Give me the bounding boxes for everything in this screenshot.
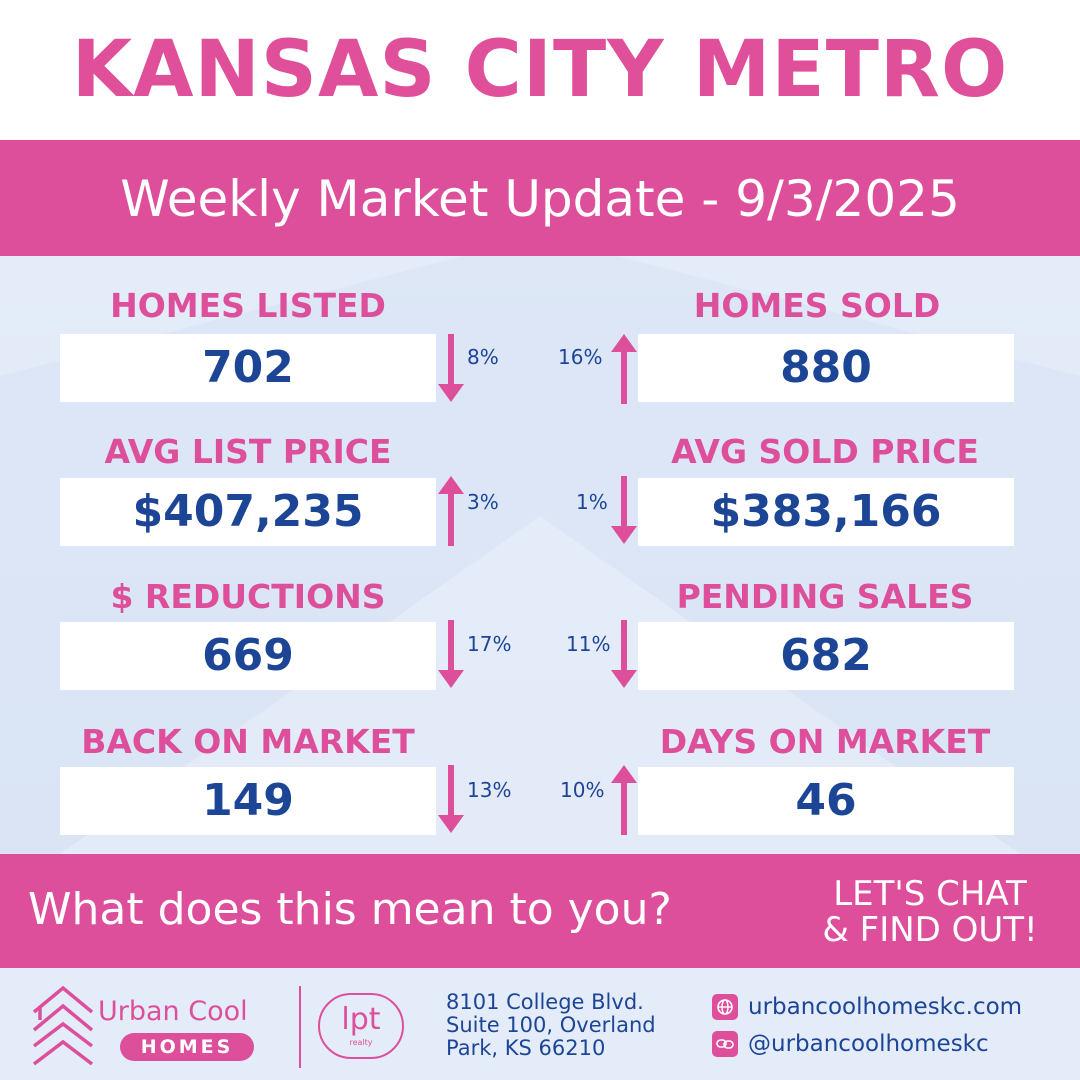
- reductions-value: 669: [60, 622, 436, 690]
- title-band: [0, 0, 1080, 140]
- footer-divider: [299, 986, 301, 1068]
- days-on-market-value: 46: [638, 767, 1014, 835]
- avg-list-price-change: 3%: [467, 490, 499, 514]
- avg-sold-price-label: AVG SOLD PRICE: [671, 432, 979, 471]
- pending-sales-change: 11%: [566, 632, 611, 656]
- pending-sales-value: 682: [638, 622, 1014, 690]
- globe-icon: [712, 994, 738, 1020]
- cta-bar: [0, 854, 1080, 968]
- up-arrow-icon: [438, 476, 464, 546]
- cta-chat-line1: LET'S CHAT: [833, 874, 1027, 914]
- down-arrow-icon: [438, 765, 464, 833]
- avg-list-price-label: AVG LIST PRICE: [104, 432, 392, 471]
- cta-chat[interactable]: LET'S CHAT & FIND OUT!: [800, 876, 1060, 948]
- address-line-2: Suite 100, Overland: [446, 1013, 656, 1037]
- page-subtitle: Weekly Market Update - 9/3/2025: [120, 170, 960, 228]
- house-logo-icon: [32, 985, 94, 1066]
- days-on-market-label: DAYS ON MARKET: [659, 722, 991, 761]
- down-arrow-icon: [611, 476, 637, 544]
- footer: [0, 968, 1080, 1080]
- avg-list-price-value: $407,235: [60, 478, 436, 546]
- cta-question: What does this mean to you?: [28, 884, 672, 935]
- homes-sold-change: 16%: [558, 345, 603, 369]
- down-arrow-icon: [611, 620, 637, 688]
- avg-sold-price-change: 1%: [576, 490, 608, 514]
- reductions-label: $ REDUCTIONS: [110, 577, 386, 616]
- subtitle-bar: [0, 140, 1080, 256]
- lpt-logo: [318, 993, 404, 1059]
- back-on-market-value: 149: [60, 767, 436, 835]
- pending-sales-label: PENDING SALES: [676, 577, 974, 616]
- back-on-market-change: 13%: [467, 778, 512, 802]
- homes-listed-change: 8%: [467, 345, 499, 369]
- brand-name: Urban Cool: [98, 996, 248, 1027]
- office-address: 8101 College Blvd. Suite 100, Overland P…: [446, 991, 696, 1060]
- website-link[interactable]: urbancoolhomeskc.com: [748, 994, 1023, 1020]
- back-on-market-label: BACK ON MARKET: [81, 722, 415, 761]
- address-line-1: 8101 College Blvd.: [446, 990, 644, 1014]
- address-line-3: Park, KS 66210: [446, 1036, 606, 1060]
- avg-sold-price-value: $383,166: [638, 478, 1014, 546]
- down-arrow-icon: [438, 334, 464, 402]
- lpt-logo-text: lpt: [341, 1002, 381, 1037]
- homes-listed-label: HOMES LISTED: [110, 286, 386, 325]
- homes-sold-value: 880: [638, 334, 1014, 402]
- homes-sold-label: HOMES SOLD: [693, 286, 941, 325]
- brand-subtitle: HOMES: [120, 1033, 254, 1061]
- link-icon: [712, 1031, 738, 1057]
- up-arrow-icon: [611, 334, 637, 404]
- reductions-change: 17%: [467, 632, 512, 656]
- social-handle[interactable]: @urbancoolhomeskc: [748, 1031, 989, 1057]
- page-title: KANSAS CITY METRO: [71, 25, 1009, 115]
- cta-chat-line2: & FIND OUT!: [822, 910, 1038, 950]
- homes-listed-value: 702: [60, 334, 436, 402]
- days-on-market-change: 10%: [560, 778, 605, 802]
- up-arrow-icon: [611, 765, 637, 835]
- lpt-logo-subtext: realty: [349, 1038, 373, 1047]
- down-arrow-icon: [438, 620, 464, 688]
